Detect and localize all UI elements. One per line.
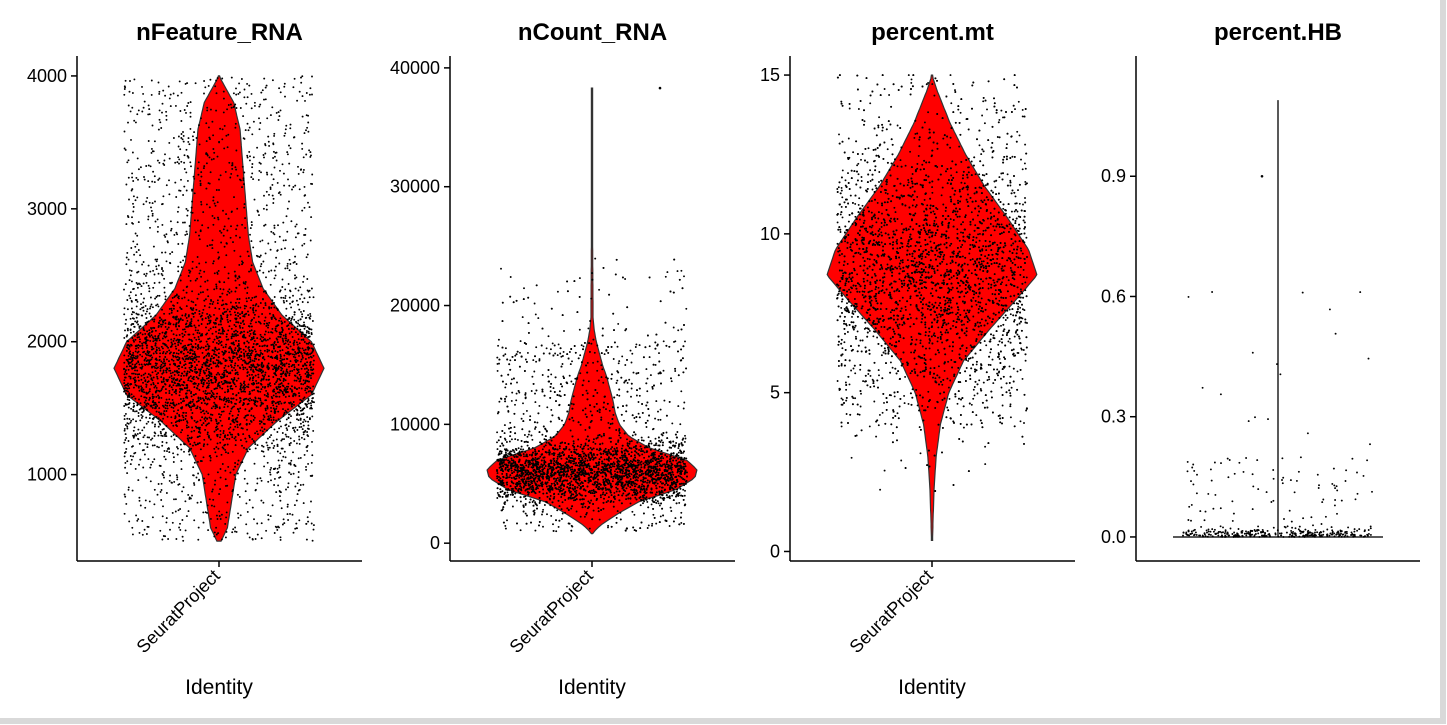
jitter-points xyxy=(496,86,688,533)
y-tick-label: 0.6 xyxy=(1101,286,1126,306)
panel-4: percent.HB 0.0 0.3 0.6 0.9 xyxy=(1101,19,1420,562)
jitter-points xyxy=(1182,174,1373,538)
y-tick-label: 20000 xyxy=(390,296,440,316)
y-tick-label: 15 xyxy=(760,65,780,85)
panel-3: percent.mt 0 5 10 15 SeuratProject Identity xyxy=(760,19,1075,699)
panel-title: nCount_RNA xyxy=(518,19,667,46)
y-tick-label: 0.3 xyxy=(1101,407,1126,427)
x-axis-label: Identity xyxy=(185,676,253,699)
x-category-label: SeuratProject xyxy=(133,566,224,657)
y-tick-label: 0 xyxy=(770,541,780,561)
panel-title: nFeature_RNA xyxy=(136,19,303,46)
panel-title: percent.HB xyxy=(1214,19,1342,46)
y-tick-label: 10 xyxy=(760,224,780,244)
y-tick-label: 0.9 xyxy=(1101,166,1126,186)
y-tick-label: 30000 xyxy=(390,177,440,197)
y-tick-label: 40000 xyxy=(390,58,440,78)
panel-2: nCount_RNA 0 10000 20000 30000 40000 SeuratPro… xyxy=(390,19,735,699)
y-tick-label: 0 xyxy=(430,533,440,553)
y-tick-label: 0.0 xyxy=(1101,527,1126,547)
y-tick-label: 3000 xyxy=(27,199,67,219)
x-category-label: SeuratProject xyxy=(506,566,597,657)
y-tick-label: 4000 xyxy=(27,66,67,86)
panel-title: percent.mt xyxy=(871,19,994,46)
violin-shape xyxy=(486,87,698,535)
y-tick-label: 1000 xyxy=(27,465,67,485)
x-axis-label: Identity xyxy=(558,676,626,699)
x-category-label: SeuratProject xyxy=(846,566,937,657)
y-tick-label: 2000 xyxy=(27,332,67,352)
y-tick-label: 5 xyxy=(770,383,780,403)
jitter-points xyxy=(836,74,1028,492)
y-tick-label: 10000 xyxy=(390,414,440,434)
violin-shape xyxy=(826,74,1038,542)
jitter-points xyxy=(123,75,315,542)
panel-1: nFeature_RNA 1000 2000 3000 4000 SeuratProjec… xyxy=(27,19,362,699)
x-axis-label: Identity xyxy=(898,676,966,699)
